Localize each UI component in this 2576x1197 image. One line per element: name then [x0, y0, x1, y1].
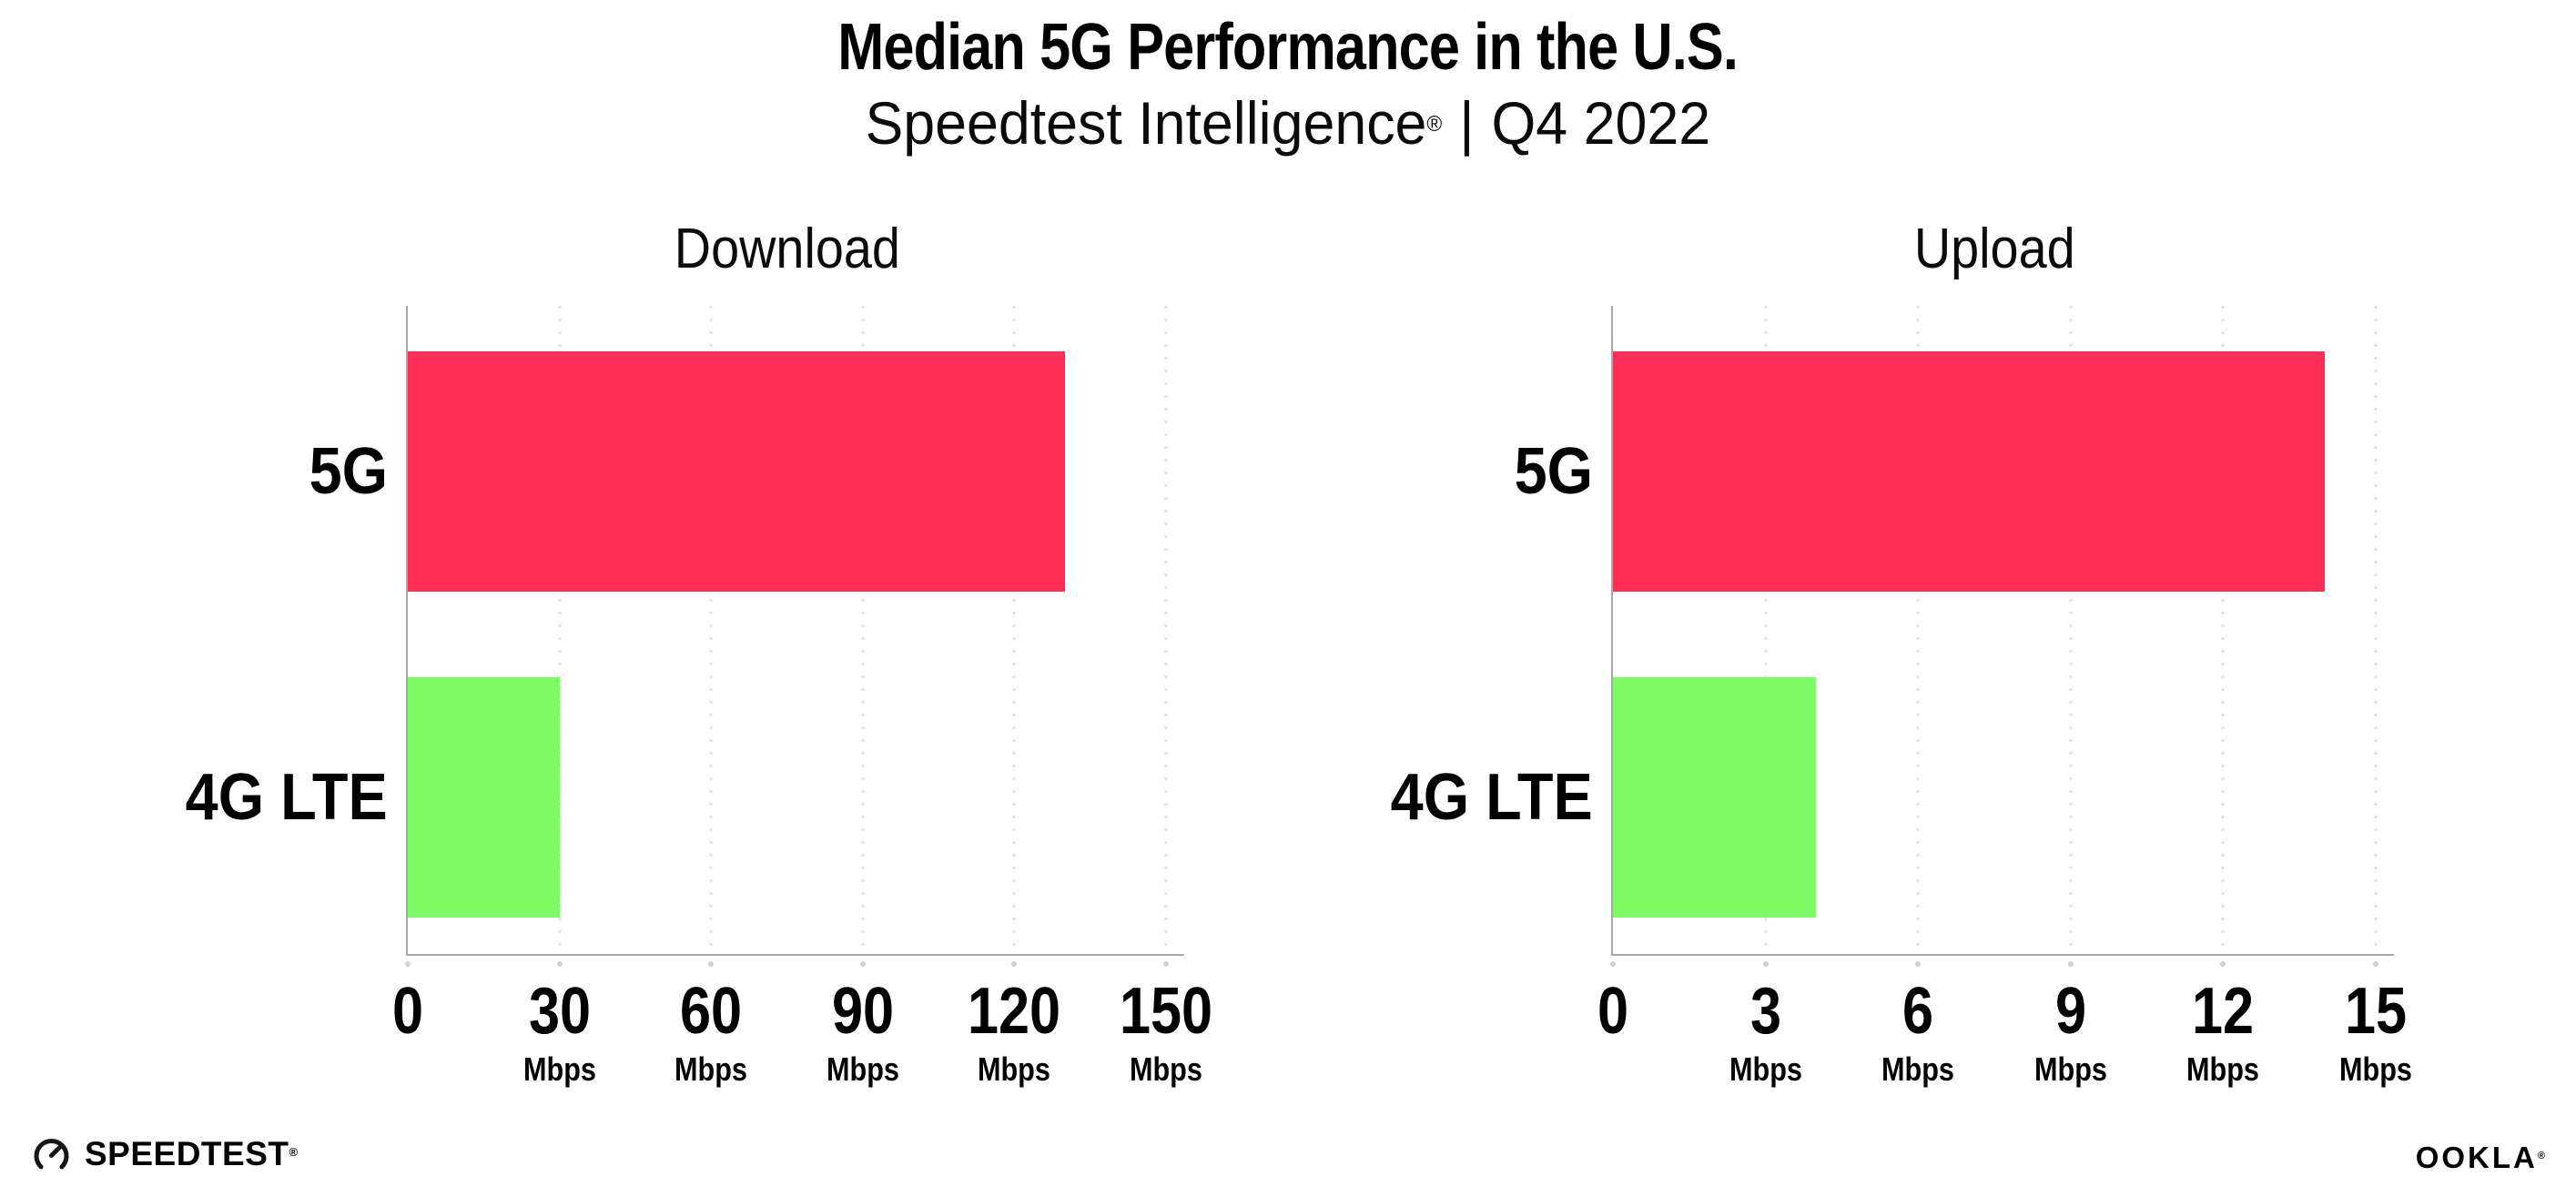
x-axis-line [1611, 954, 2394, 956]
tick-dot [2373, 961, 2378, 967]
gridline [1012, 306, 1016, 954]
x-tick-label: 6 Mbps [1881, 975, 1955, 1088]
chart-upload: Upload 5G 4G LTE 0 3 Mbps 6 Mbps 9 Mbps 12 Mbps 15 M… [1391, 0, 2412, 1197]
subtitle-divider: | [1459, 89, 1475, 157]
speedtest-logo: SPEEDTEST® [30, 1132, 299, 1175]
tick-dot [2067, 961, 2074, 967]
tick-dot [405, 961, 411, 967]
tick-dot [1163, 961, 1169, 967]
tick-dot [859, 961, 866, 967]
tick-dot [1610, 961, 1616, 967]
gridline [1764, 306, 1768, 954]
plot-area: 5G 4G LTE 0 30 Mbps 60 Mbps 90 Mbps 120 Mbps 150 Mbp… [186, 306, 1212, 1087]
y-axis-label: 4G LTE [185, 761, 388, 834]
registered-mark: ® [1426, 112, 1443, 137]
gridline [558, 306, 562, 954]
bar-5g [408, 351, 1065, 592]
x-tick-label: 9 Mbps [2033, 975, 2107, 1088]
tick-dot [556, 961, 563, 967]
speedtest-registered-mark: ® [289, 1144, 299, 1159]
x-tick-label: 12 Mbps [2186, 975, 2260, 1088]
ookla-logo: OOKLA® [2416, 1140, 2545, 1176]
y-axis-label: 4G LTE [1390, 761, 1593, 834]
x-tick-label: 150 Mbps [1119, 975, 1213, 1088]
y-axis-line [406, 306, 408, 956]
x-tick-label: 120 Mbps [968, 975, 1061, 1088]
page-subtitle: Speedtest Intelligence® | Q4 2022 [0, 87, 2576, 158]
tick-dot [1762, 961, 1769, 967]
gridline [2374, 306, 2378, 954]
gridline [1164, 306, 1168, 954]
gridline [1916, 306, 1920, 954]
y-axis-label: 5G [309, 435, 388, 508]
gridline [2221, 306, 2225, 954]
x-tick-label: 15 Mbps [2339, 975, 2412, 1088]
chart-title: Download [674, 218, 900, 280]
bar-5g [1613, 351, 2326, 592]
x-tick-label: 0 [1597, 975, 1629, 1048]
x-tick-label: 0 [391, 975, 424, 1048]
tick-dot [1915, 961, 1922, 967]
subtitle-period: Q4 2022 [1491, 89, 1711, 157]
subtitle-product: Speedtest Intelligence [865, 89, 1427, 157]
bar-4g-lte [408, 677, 560, 918]
y-axis-line [1611, 306, 1613, 956]
page-title-text: Median 5G Performance in the U.S. [837, 11, 1739, 84]
plot-area: 5G 4G LTE 0 3 Mbps 6 Mbps 9 Mbps 12 Mbps 15 Mbps [1391, 306, 2412, 1087]
x-tick-label: 90 Mbps [826, 975, 899, 1088]
chart-title: Upload [1913, 218, 2075, 280]
tick-dot [708, 961, 715, 967]
chart-download: Download 5G 4G LTE 0 30 Mbps 60 Mbps 90 Mbps 120 M… [186, 0, 1212, 1197]
tick-dot [2220, 961, 2226, 967]
tick-dot [1011, 961, 1018, 967]
y-axis-label: 5G [1514, 435, 1593, 508]
ookla-registered-mark: ® [2537, 1151, 2545, 1161]
bar-4g-lte [1613, 677, 1817, 918]
gridline [2069, 306, 2073, 954]
x-tick-label: 30 Mbps [522, 975, 596, 1088]
gauge-icon [34, 1138, 69, 1170]
x-tick-label: 60 Mbps [674, 975, 748, 1088]
x-axis-line [406, 954, 1184, 956]
page-title: Median 5G Performance in the U.S. [0, 11, 2576, 84]
speedtest-wordmark: SPEEDTEST® [85, 1134, 299, 1172]
gridline [861, 306, 865, 954]
ookla-wordmark: OOKLA [2415, 1141, 2538, 1174]
gridline [709, 306, 713, 954]
x-tick-label: 3 Mbps [1729, 975, 1802, 1088]
